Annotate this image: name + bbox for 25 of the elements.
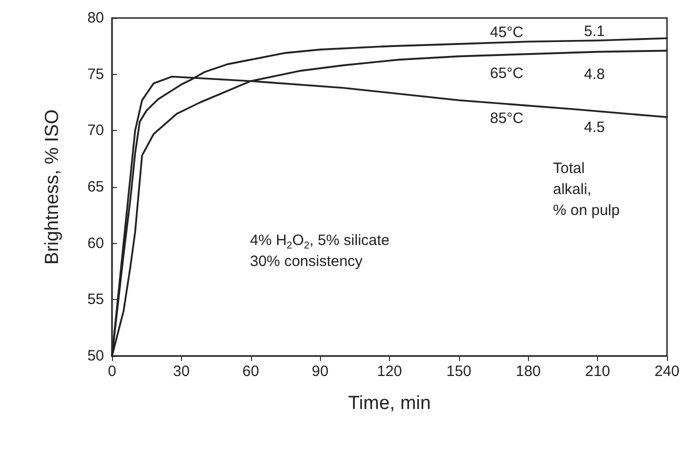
y-tick-label: 75 (87, 66, 104, 83)
x-tick-label: 240 (654, 363, 680, 380)
y-tick-label: 65 (87, 178, 104, 196)
y-tick-label: 55 (87, 291, 104, 308)
annotation: 5.1 (584, 23, 605, 40)
x-tick-label: 150 (446, 363, 472, 380)
x-tick-label: 180 (516, 363, 541, 380)
x-tick-label: 90 (312, 363, 328, 380)
annotation: 4.5 (584, 119, 605, 136)
annotation: 45°C (490, 24, 524, 41)
x-tick-label: 30 (173, 363, 190, 380)
annotation: 65°C (490, 65, 524, 82)
y-tick-label: 50 (87, 348, 104, 364)
annotation: 4.8 (584, 66, 605, 83)
y-axis-title: Brightness, % ISO (42, 109, 63, 265)
x-axis-title: Time, min (348, 393, 431, 414)
y-tick-label: 60 (87, 234, 104, 252)
annotation: Total alkali, % on pulp (553, 160, 620, 219)
y-tick-label: 80 (87, 10, 104, 26)
x-tick-label: 120 (376, 363, 402, 380)
x-tick-label: 0 (108, 363, 116, 380)
annotation: 85°C (490, 110, 524, 127)
x-tick-label: 210 (585, 363, 610, 380)
y-tick-label: 70 (87, 122, 104, 140)
x-tick-label: 60 (242, 363, 260, 380)
